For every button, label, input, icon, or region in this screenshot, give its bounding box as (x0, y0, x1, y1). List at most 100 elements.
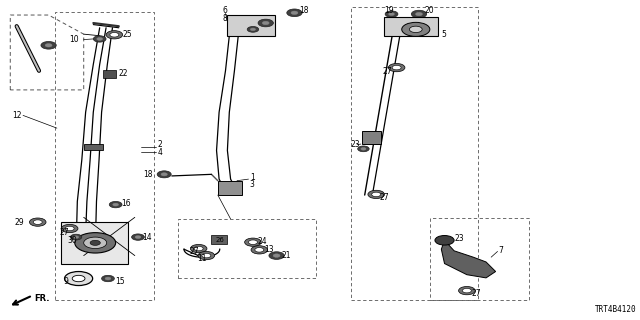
Circle shape (113, 203, 118, 206)
Text: 6: 6 (223, 6, 228, 15)
Text: 14: 14 (143, 233, 152, 242)
Text: 4: 4 (157, 148, 162, 157)
Text: 18: 18 (299, 6, 308, 15)
Circle shape (269, 252, 284, 260)
Circle shape (287, 9, 302, 17)
Circle shape (415, 12, 422, 16)
Text: 27: 27 (383, 67, 392, 76)
Text: 7: 7 (499, 246, 504, 255)
Text: 25: 25 (122, 30, 132, 39)
Circle shape (102, 275, 115, 282)
Circle shape (410, 26, 422, 33)
Text: FR.: FR. (35, 294, 50, 303)
Bar (84, 144, 103, 150)
Circle shape (368, 190, 385, 198)
Text: 10: 10 (70, 35, 79, 44)
Bar (227, 15, 275, 36)
Bar (351, 7, 478, 300)
Circle shape (244, 238, 261, 246)
Bar (384, 17, 438, 36)
Text: 29: 29 (15, 218, 24, 227)
Text: 27: 27 (471, 289, 481, 298)
Text: 11: 11 (196, 254, 206, 263)
Circle shape (93, 36, 106, 42)
Circle shape (388, 63, 405, 72)
Text: 27: 27 (380, 193, 389, 202)
Circle shape (273, 254, 280, 257)
Circle shape (75, 233, 116, 253)
Circle shape (106, 31, 123, 39)
Bar (218, 181, 242, 195)
Circle shape (45, 44, 52, 47)
Text: 15: 15 (116, 276, 125, 285)
Circle shape (110, 33, 119, 37)
Circle shape (402, 22, 430, 36)
Bar (362, 131, 381, 144)
Circle shape (161, 173, 167, 176)
Text: 30: 30 (68, 236, 77, 245)
Text: 3: 3 (250, 180, 255, 189)
Bar (61, 222, 129, 264)
Circle shape (109, 201, 122, 208)
Text: 21: 21 (282, 251, 291, 260)
Circle shape (33, 220, 42, 224)
Text: 24: 24 (257, 237, 267, 246)
Circle shape (388, 13, 394, 15)
Polygon shape (442, 240, 495, 278)
Circle shape (385, 11, 398, 17)
Bar (103, 70, 116, 78)
Circle shape (72, 275, 85, 282)
Circle shape (61, 224, 78, 233)
Circle shape (459, 286, 475, 295)
Circle shape (29, 218, 46, 226)
Circle shape (132, 234, 145, 240)
Text: 23: 23 (454, 234, 464, 243)
Circle shape (41, 42, 56, 49)
Circle shape (90, 240, 100, 245)
Text: 27: 27 (60, 228, 69, 237)
Bar (430, 218, 529, 300)
Circle shape (372, 192, 381, 197)
Text: 1: 1 (250, 173, 255, 182)
Text: 27: 27 (189, 247, 198, 256)
Text: 26: 26 (215, 237, 224, 243)
Bar (178, 219, 316, 278)
Circle shape (250, 28, 255, 31)
Text: 16: 16 (121, 199, 131, 208)
Circle shape (105, 277, 111, 280)
Text: 20: 20 (424, 6, 434, 15)
Circle shape (74, 236, 79, 238)
Circle shape (291, 11, 298, 14)
Circle shape (251, 246, 268, 254)
Circle shape (190, 244, 207, 253)
Bar (55, 12, 154, 300)
Circle shape (361, 148, 366, 150)
Text: 12: 12 (12, 111, 22, 120)
Text: 13: 13 (264, 245, 273, 254)
Circle shape (392, 65, 401, 70)
Circle shape (97, 37, 102, 40)
Circle shape (65, 226, 74, 231)
Text: 23: 23 (351, 140, 360, 149)
Circle shape (65, 271, 93, 285)
Text: 8: 8 (223, 14, 228, 23)
Circle shape (194, 246, 203, 251)
Circle shape (70, 234, 82, 240)
Text: 9: 9 (63, 276, 68, 285)
Circle shape (247, 27, 259, 32)
Circle shape (198, 252, 214, 260)
Text: 19: 19 (384, 6, 394, 15)
Circle shape (463, 288, 471, 293)
Circle shape (84, 237, 107, 249)
Bar (211, 235, 227, 244)
Circle shape (135, 236, 141, 238)
Text: TRT4B4120: TRT4B4120 (595, 305, 636, 314)
Circle shape (412, 10, 427, 18)
Circle shape (202, 253, 211, 258)
Circle shape (262, 21, 269, 25)
Circle shape (258, 19, 273, 27)
Circle shape (157, 171, 172, 178)
Circle shape (435, 236, 454, 245)
Circle shape (358, 146, 369, 152)
Text: 22: 22 (119, 68, 129, 77)
